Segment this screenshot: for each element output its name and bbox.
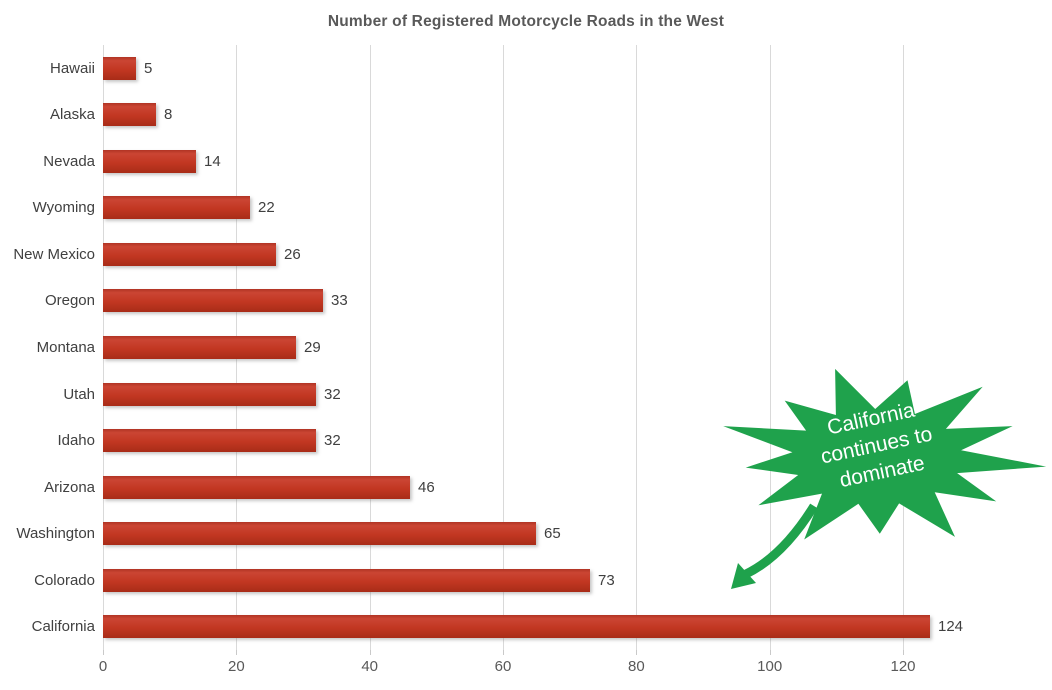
category-label-utah: Utah xyxy=(63,385,95,403)
category-label-alaska: Alaska xyxy=(49,106,95,124)
gridline-x-100 xyxy=(769,45,771,650)
bar-alaska xyxy=(103,103,156,127)
x-tick-mark-0 xyxy=(103,650,104,655)
value-label-new-mexico: 26 xyxy=(284,245,301,263)
category-label-oregon: Oregon xyxy=(44,292,95,310)
category-label-washington: Washington xyxy=(16,525,95,543)
category-label-montana: Montana xyxy=(36,339,95,356)
bar-arizona xyxy=(103,475,410,499)
x-tick-label-100: 100 xyxy=(757,658,783,675)
bar-montana xyxy=(103,336,296,359)
annotation-starburst: California continues to dominate xyxy=(723,368,1047,589)
x-tick-label-0: 0 xyxy=(98,658,108,675)
bar-new-mexico xyxy=(103,242,276,266)
value-label-wyoming: 22 xyxy=(258,199,275,217)
bar-washington xyxy=(103,522,536,546)
gridline-x-80 xyxy=(636,45,638,650)
bar-nevada xyxy=(103,149,196,173)
bar-idaho xyxy=(103,429,316,453)
bar-wyoming xyxy=(103,196,250,220)
x-tick-label-60: 60 xyxy=(494,658,512,675)
chart-title: Number of Registered Motorcycle Roads in… xyxy=(327,13,725,30)
bar-oregon xyxy=(103,289,323,313)
value-label-idaho: 32 xyxy=(324,432,341,450)
value-label-california: 124 xyxy=(938,618,964,636)
value-label-utah: 32 xyxy=(324,385,341,403)
x-tick-mark-100 xyxy=(769,650,771,655)
category-label-california: California xyxy=(31,618,95,636)
value-label-washington: 65 xyxy=(544,525,561,543)
gridline-x-60 xyxy=(503,45,504,650)
gridline-x-120 xyxy=(903,45,904,650)
x-tick-mark-20 xyxy=(236,650,238,655)
category-label-new-mexico: New Mexico xyxy=(13,245,95,263)
x-tick-mark-80 xyxy=(636,650,638,655)
value-label-hawaii: 5 xyxy=(144,59,153,77)
value-label-oregon: 33 xyxy=(331,292,348,310)
x-tick-label-20: 20 xyxy=(227,658,245,675)
curved-arrow xyxy=(731,503,818,589)
category-label-idaho: Idaho xyxy=(57,432,95,450)
x-tick-label-40: 40 xyxy=(361,658,378,675)
value-label-montana: 29 xyxy=(304,339,321,356)
x-tick-mark-120 xyxy=(903,650,904,655)
category-label-colorado: Colorado xyxy=(34,571,95,589)
value-label-arizona: 46 xyxy=(418,478,435,496)
bar-colorado xyxy=(103,568,590,592)
x-tick-mark-40 xyxy=(369,650,371,655)
bar-hawaii xyxy=(103,56,136,80)
value-label-colorado: 73 xyxy=(598,571,615,589)
category-label-wyoming: Wyoming xyxy=(32,199,95,217)
x-tick-mark-60 xyxy=(503,650,504,655)
value-label-alaska: 8 xyxy=(164,106,173,124)
category-label-nevada: Nevada xyxy=(43,152,95,170)
value-label-nevada: 14 xyxy=(204,152,221,170)
category-label-hawaii: Hawaii xyxy=(49,59,95,77)
x-tick-label-80: 80 xyxy=(627,658,645,675)
starburst-shape xyxy=(723,368,1047,540)
bar-california xyxy=(103,615,930,639)
x-tick-label-120: 120 xyxy=(890,658,916,675)
bar-utah xyxy=(103,382,316,406)
category-label-arizona: Arizona xyxy=(44,478,95,496)
plot-area: 5 8 14 22 26 33 29 32 32 46 65 73 124 xyxy=(103,45,1048,650)
gridline-x-40 xyxy=(369,45,371,650)
